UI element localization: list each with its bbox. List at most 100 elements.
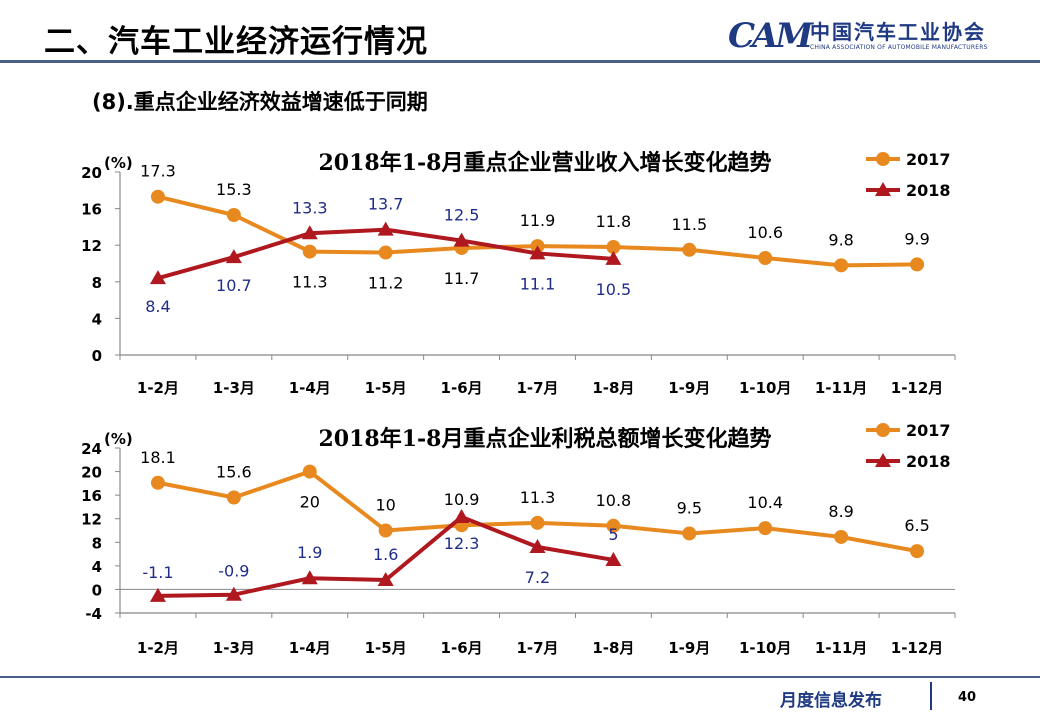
legend-2018-label: 2018 (906, 181, 951, 200)
category-label: 1-12月 (891, 639, 944, 657)
series-2017-point (302, 464, 317, 479)
series-2017-data-label: 10.8 (596, 491, 632, 510)
page-number: 40 (958, 690, 977, 705)
y-tick-label: -4 (85, 605, 102, 623)
series-2017-data-label: 8.9 (828, 502, 853, 521)
revenue-growth-chart: 0 4 8 12 16 20 1-2月 1-3月 1-4月 1-5月 1-6月 1-7月 1-8月 1-9… (81, 150, 956, 397)
y-tick-label: 8 (92, 534, 102, 552)
category-label: 1-10月 (739, 639, 792, 657)
series-2017-point (834, 258, 849, 273)
series-2017-point (834, 529, 849, 544)
series-2017-point (226, 490, 241, 505)
footer-divider (0, 676, 1040, 678)
series-2017-data-label: 17.3 (140, 162, 176, 181)
category-label: 1-6月 (441, 379, 483, 397)
series-2018-point (529, 245, 546, 260)
category-label: 1-6月 (441, 639, 483, 657)
section-subtitle: (8).重点企业经济效益增速低于同期 (92, 90, 428, 114)
series-2018-point (301, 225, 318, 240)
series-2018-data-label: 10.7 (216, 276, 252, 295)
series-2017-point (606, 240, 621, 255)
series-2018-data-label: 12.3 (444, 534, 480, 553)
category-label: 1-9月 (668, 639, 710, 657)
category-label: 1-5月 (365, 639, 407, 657)
series-2018-data-label: 5 (608, 525, 618, 544)
series-2017-point (302, 244, 317, 259)
legend-2018-marker (875, 182, 891, 196)
category-label: 1-8月 (592, 639, 634, 657)
y-unit-label: (%) (104, 154, 133, 172)
category-label: 1-2月 (137, 639, 179, 657)
category-label: 1-7月 (516, 379, 558, 397)
footer-separator (930, 682, 932, 710)
legend-2018-marker (875, 453, 891, 467)
logo-english-name: CHINA ASSOCIATION OF AUTOMOBILE MANUFACT… (810, 44, 988, 51)
series-2017-point (150, 475, 165, 490)
profit-tax-growth-chart: -4 0 4 8 12 16 20 24 1-2月 1-3月 1-4月 1-5月 1-6月 1-7月 1-8… (81, 421, 956, 657)
y-tick-label: 20 (81, 464, 102, 482)
series-2018-point (605, 250, 622, 265)
logo-mark: CAM (728, 16, 813, 56)
category-label: 1-3月 (213, 639, 255, 657)
y-tick-label: 0 (92, 581, 102, 599)
logo-chinese-name: 中国汽车工业协会 (810, 20, 986, 44)
category-label: 1-2月 (137, 379, 179, 397)
header-divider (0, 60, 1040, 63)
series-2017-point (910, 544, 925, 559)
category-label: 1-12月 (891, 379, 944, 397)
series-2017-point (758, 521, 773, 536)
series-2017-data-label: 11.3 (520, 488, 556, 507)
series-2018-data-label: 1.6 (373, 545, 398, 564)
series-2017-point (606, 518, 621, 533)
y-tick-label: 0 (92, 347, 102, 365)
series-2017-data-label: 10.9 (444, 490, 480, 509)
category-label: 1-4月 (289, 379, 331, 397)
legend-2018-label: 2018 (906, 452, 951, 471)
series-2017-point (378, 245, 393, 260)
category-label: 1-9月 (668, 379, 710, 397)
category-label: 1-5月 (365, 379, 407, 397)
series-2018-point (149, 587, 166, 602)
series-2017-point (758, 251, 773, 266)
series-2018-point (301, 570, 318, 585)
series-2017-data-label: 6.5 (904, 516, 929, 535)
legend-2017-label: 2017 (906, 421, 951, 440)
series-2017-data-label: 10.6 (747, 223, 783, 242)
series-2017-data-label: 10.4 (747, 493, 783, 512)
series-2018-data-label: 13.7 (368, 195, 404, 214)
series-2018-data-label: 10.5 (596, 280, 632, 299)
series-2017-point (150, 189, 165, 204)
association-logo: CAM 中国汽车工业协会 CHINA ASSOCIATION OF AUTOMO… (728, 14, 1028, 58)
chart-title: 2018年1-8月重点企业利税总额增长变化趋势 (319, 426, 772, 452)
series-2018-data-label: 13.3 (292, 198, 328, 217)
series-2018-point (377, 572, 394, 586)
series-2017-point (378, 523, 393, 538)
series-2017-data-label: 15.6 (216, 463, 252, 482)
category-label: 1-3月 (213, 379, 255, 397)
y-tick-label: 12 (81, 511, 102, 529)
series-2017-data-label: 20 (300, 493, 320, 512)
series-2018-point (377, 221, 394, 236)
series-2017-data-label: 9.5 (677, 498, 702, 517)
series-2018-point (529, 539, 546, 553)
series-2017-data-label: 10 (376, 496, 396, 515)
category-label: 1-11月 (815, 639, 868, 657)
series-2017-point (910, 257, 925, 272)
y-tick-label: 16 (81, 487, 102, 505)
chart-title: 2018年1-8月重点企业营业收入增长变化趋势 (319, 150, 772, 176)
series-2017-data-label: 18.1 (140, 448, 176, 467)
series-2017-data-label: 9.8 (828, 230, 853, 249)
series-2017-data-label: 11.2 (368, 274, 404, 293)
legend-2017-label: 2017 (906, 150, 951, 169)
legend-2017-marker (876, 423, 890, 437)
category-label: 1-11月 (815, 379, 868, 397)
series-2017-point (682, 242, 697, 257)
y-unit-label: (%) (104, 430, 133, 448)
series-2018-point (605, 551, 622, 566)
series-2018-data-label: 11.1 (520, 274, 556, 293)
series-2017-data-label: 11.7 (444, 269, 480, 288)
series-2018-point (225, 249, 242, 264)
category-label: 1-7月 (516, 639, 558, 657)
category-label: 1-10月 (739, 379, 792, 397)
y-tick-label: 8 (92, 274, 102, 292)
